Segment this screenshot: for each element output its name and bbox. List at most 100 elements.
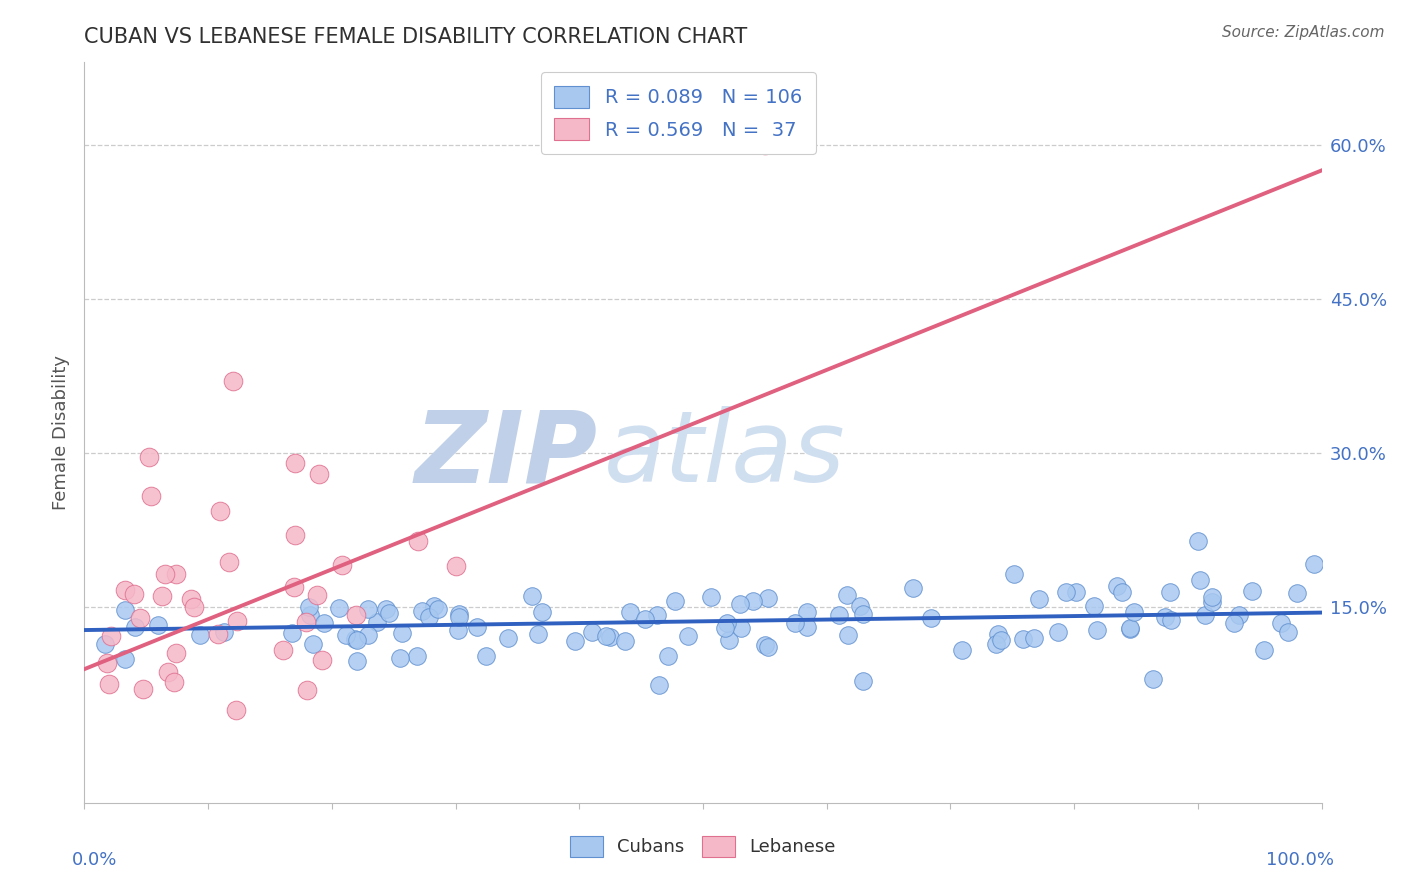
Point xyxy=(903,581,925,595)
Point xyxy=(284,457,307,471)
Point xyxy=(647,677,669,691)
Point xyxy=(619,605,641,619)
Point xyxy=(645,607,668,622)
Point xyxy=(465,619,488,633)
Point xyxy=(444,559,467,574)
Point xyxy=(754,638,776,652)
Point xyxy=(295,615,318,629)
Point xyxy=(330,558,353,572)
Point xyxy=(984,637,1007,651)
Point xyxy=(180,591,202,606)
Text: 100.0%: 100.0% xyxy=(1265,851,1334,869)
Point xyxy=(1277,625,1299,640)
Point xyxy=(418,610,440,624)
Point xyxy=(520,589,543,603)
Point xyxy=(1285,586,1308,600)
Point xyxy=(754,137,776,152)
Point xyxy=(716,615,738,630)
Point xyxy=(796,620,818,634)
Point xyxy=(1201,595,1223,609)
Point xyxy=(281,626,304,640)
Point xyxy=(796,605,818,619)
Point xyxy=(676,629,699,643)
Point xyxy=(100,629,122,643)
Point xyxy=(634,612,657,626)
Point xyxy=(114,603,136,617)
Point xyxy=(852,674,875,689)
Point xyxy=(146,618,169,632)
Point xyxy=(411,604,433,618)
Point xyxy=(356,601,378,615)
Point xyxy=(165,646,187,660)
Point xyxy=(657,648,679,663)
Text: CUBAN VS LEBANESE FEMALE DISABILITY CORRELATION CHART: CUBAN VS LEBANESE FEMALE DISABILITY CORR… xyxy=(84,27,748,47)
Point xyxy=(496,631,519,645)
Point xyxy=(406,648,429,663)
Point xyxy=(1085,623,1108,637)
Point xyxy=(207,627,229,641)
Point xyxy=(375,602,398,616)
Text: Source: ZipAtlas.com: Source: ZipAtlas.com xyxy=(1222,25,1385,40)
Point xyxy=(423,599,446,614)
Point xyxy=(1223,615,1246,630)
Point xyxy=(138,450,160,465)
Point xyxy=(129,610,152,624)
Point xyxy=(97,677,120,691)
Point xyxy=(222,374,245,388)
Point xyxy=(730,621,752,635)
Point xyxy=(1046,625,1069,640)
Point xyxy=(595,629,617,643)
Point xyxy=(526,627,548,641)
Point xyxy=(346,632,368,647)
Point xyxy=(141,489,163,503)
Point xyxy=(1227,608,1250,623)
Point xyxy=(225,615,247,629)
Point xyxy=(308,467,330,481)
Point xyxy=(1253,643,1275,657)
Point xyxy=(475,648,498,663)
Point xyxy=(564,633,586,648)
Point xyxy=(1064,584,1087,599)
Point xyxy=(366,615,388,629)
Point xyxy=(447,609,470,624)
Point xyxy=(208,504,231,518)
Point xyxy=(837,628,859,642)
Point xyxy=(756,640,779,654)
Point xyxy=(124,620,146,634)
Point xyxy=(950,643,973,657)
Point xyxy=(344,607,367,622)
Point xyxy=(114,651,136,665)
Point xyxy=(1142,672,1164,686)
Point xyxy=(163,674,186,689)
Point xyxy=(1241,584,1264,599)
Point xyxy=(835,588,858,602)
Point xyxy=(828,608,851,623)
Point xyxy=(343,632,366,646)
Point xyxy=(150,589,173,603)
Legend: Cubans, Lebanese: Cubans, Lebanese xyxy=(562,829,844,864)
Point xyxy=(851,607,873,622)
Point xyxy=(449,607,471,621)
Point xyxy=(132,681,155,696)
Point xyxy=(1002,566,1025,581)
Point xyxy=(284,528,307,542)
Point xyxy=(728,597,751,611)
Point xyxy=(1083,599,1105,614)
Point xyxy=(742,594,765,608)
Point xyxy=(1201,590,1223,604)
Point xyxy=(302,637,325,651)
Point xyxy=(1154,610,1177,624)
Point xyxy=(1024,631,1046,645)
Point xyxy=(295,682,318,697)
Point xyxy=(756,591,779,605)
Point xyxy=(357,628,380,642)
Point xyxy=(283,580,305,594)
Point xyxy=(391,626,413,640)
Point xyxy=(664,593,686,607)
Point xyxy=(785,615,807,630)
Point xyxy=(1107,579,1129,593)
Point xyxy=(581,624,603,639)
Point xyxy=(1119,622,1142,636)
Point xyxy=(299,607,322,622)
Y-axis label: Female Disability: Female Disability xyxy=(52,355,70,510)
